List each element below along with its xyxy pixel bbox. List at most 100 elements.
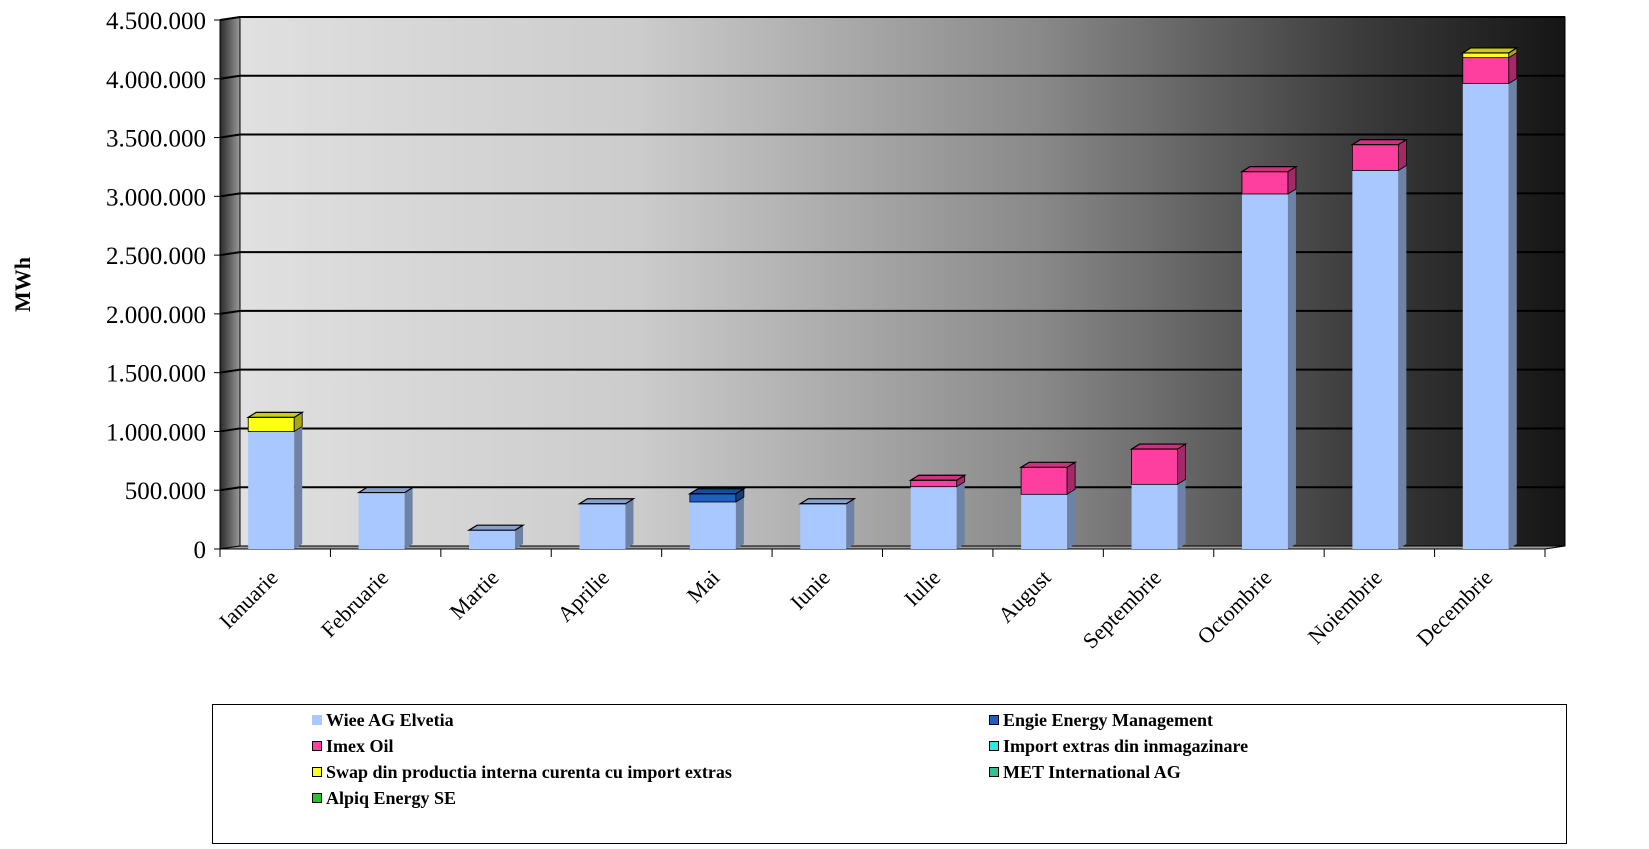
bar-segment — [1462, 57, 1510, 84]
bar-segment-side — [735, 496, 744, 549]
legend-label: Engie Energy Management — [1003, 709, 1213, 730]
bar-segment-side — [404, 487, 413, 549]
legend-swatch — [312, 741, 322, 751]
bar-segment — [1131, 484, 1178, 549]
bar-segment — [1241, 171, 1289, 195]
y-tick-label: 1.500.000 — [106, 361, 206, 388]
gridline — [219, 192, 1565, 198]
legend-swatch — [989, 767, 999, 777]
bar-segment-side — [294, 426, 303, 549]
bar-segment — [1351, 144, 1399, 171]
x-tick-label: Aprilie — [552, 565, 614, 627]
y-tick-label: 4.500.000 — [106, 8, 206, 35]
legend-item: Imex Oil — [312, 735, 394, 757]
x-tick-label: Februarie — [316, 565, 393, 642]
gridline — [219, 486, 1565, 492]
gridline — [219, 133, 1565, 139]
y-tick-label: 0 — [194, 537, 207, 564]
bar-segment — [910, 486, 957, 549]
x-tick-label: August — [993, 565, 1056, 628]
bar-segment — [689, 501, 736, 549]
legend-label: Swap din productia interna curenta cu im… — [326, 761, 732, 782]
x-tick-label: Decembrie — [1411, 565, 1497, 651]
x-tick-label: Septembrie — [1078, 565, 1167, 654]
legend-swatch — [312, 767, 322, 777]
chart: 0 500.000 1.000.000 1.500.000 2.000.000 2.500… — [10, 8, 1566, 654]
x-tick-label: Martie — [444, 565, 503, 624]
legend-label: Alpiq Energy SE — [326, 787, 457, 808]
bar-segment-top — [1350, 139, 1409, 146]
x-tick-label: Iulie — [899, 565, 945, 611]
legend-item: Swap din productia interna curenta cu im… — [312, 761, 732, 783]
bar-segment-side — [846, 498, 855, 549]
bar-segment — [248, 431, 295, 549]
gridline — [219, 368, 1565, 374]
bar-segment-top — [687, 488, 746, 495]
x-tick-label: Iunie — [785, 565, 835, 615]
x-tick-label: Mai — [682, 565, 725, 608]
bar-segment — [1462, 83, 1509, 549]
legend-swatch — [312, 793, 322, 803]
bar-segment — [1352, 170, 1399, 549]
legend-swatch — [312, 715, 322, 725]
bar-segment — [1020, 466, 1068, 495]
y-tick-label: 500.000 — [125, 478, 206, 505]
bar-segment-side — [1508, 78, 1517, 549]
gridline — [219, 309, 1565, 315]
legend-label: MET International AG — [1003, 761, 1181, 782]
bar-segment-top — [798, 498, 857, 505]
bar-segment-top — [246, 411, 305, 418]
bar-segment — [247, 416, 295, 432]
bar-segment-side — [1177, 443, 1186, 486]
bar-segment — [689, 493, 737, 503]
bar-segment-top — [466, 524, 526, 531]
bar-segment — [1131, 448, 1178, 485]
bar-segment-side — [1287, 188, 1296, 549]
gridline — [219, 16, 1565, 21]
y-tick-label: 4.000.000 — [106, 67, 206, 94]
legend-label: Import extras din inmagazinare — [1003, 735, 1249, 756]
y-tick-label: 2.500.000 — [106, 243, 206, 270]
bar-segment-side — [1067, 489, 1076, 549]
y-axis-title: MWh — [10, 257, 35, 312]
bar-segment — [1021, 494, 1068, 549]
bar-segment — [910, 479, 958, 488]
bar-segment — [1462, 52, 1510, 59]
bar-segment-top — [356, 486, 415, 494]
legend-item: Engie Energy Management — [989, 709, 1213, 731]
bar-segment-top — [1239, 166, 1299, 173]
bar-segment-top — [577, 498, 636, 505]
y-tick-label: 2.000.000 — [106, 302, 206, 329]
y-tick-label: 3.000.000 — [106, 184, 206, 211]
legend-item: Alpiq Energy SE — [312, 787, 456, 809]
bar-segment — [469, 530, 516, 549]
bar-segment-side — [515, 525, 524, 549]
bar-segment — [1241, 193, 1288, 549]
x-tick-label: Noiembrie — [1303, 565, 1387, 649]
y-tick-label: 3.500.000 — [106, 126, 206, 153]
bar-segment — [579, 503, 626, 549]
bar-segment-top — [908, 474, 967, 481]
bar-segment-side — [1398, 165, 1407, 549]
y-tick-label: 1.000.000 — [106, 419, 206, 446]
plot-side-wall — [219, 16, 241, 550]
legend-item: MET International AG — [989, 761, 1181, 783]
bar-segment-side — [956, 481, 965, 549]
gridline — [219, 74, 1565, 80]
gridline — [219, 251, 1565, 257]
bar-segment — [358, 492, 405, 549]
x-tick-label: Octombrie — [1192, 565, 1276, 649]
bar-segment-side — [625, 498, 634, 549]
bar-segment-top — [1019, 461, 1078, 468]
legend-item: Import extras din inmagazinare — [989, 735, 1248, 757]
bar-segment-side — [1177, 479, 1186, 549]
chart-legend: Wiee AG Elvetia Engie Energy Management Im… — [212, 704, 1567, 844]
bar-segment-top — [1460, 47, 1519, 54]
legend-label: Wiee AG Elvetia — [326, 709, 454, 730]
bar-segment-top — [1129, 443, 1188, 450]
gridline — [219, 427, 1565, 433]
legend-item: Wiee AG Elvetia — [312, 709, 454, 731]
legend-label: Imex Oil — [326, 735, 394, 756]
bar-segment — [800, 503, 847, 549]
legend-swatch — [989, 715, 999, 725]
